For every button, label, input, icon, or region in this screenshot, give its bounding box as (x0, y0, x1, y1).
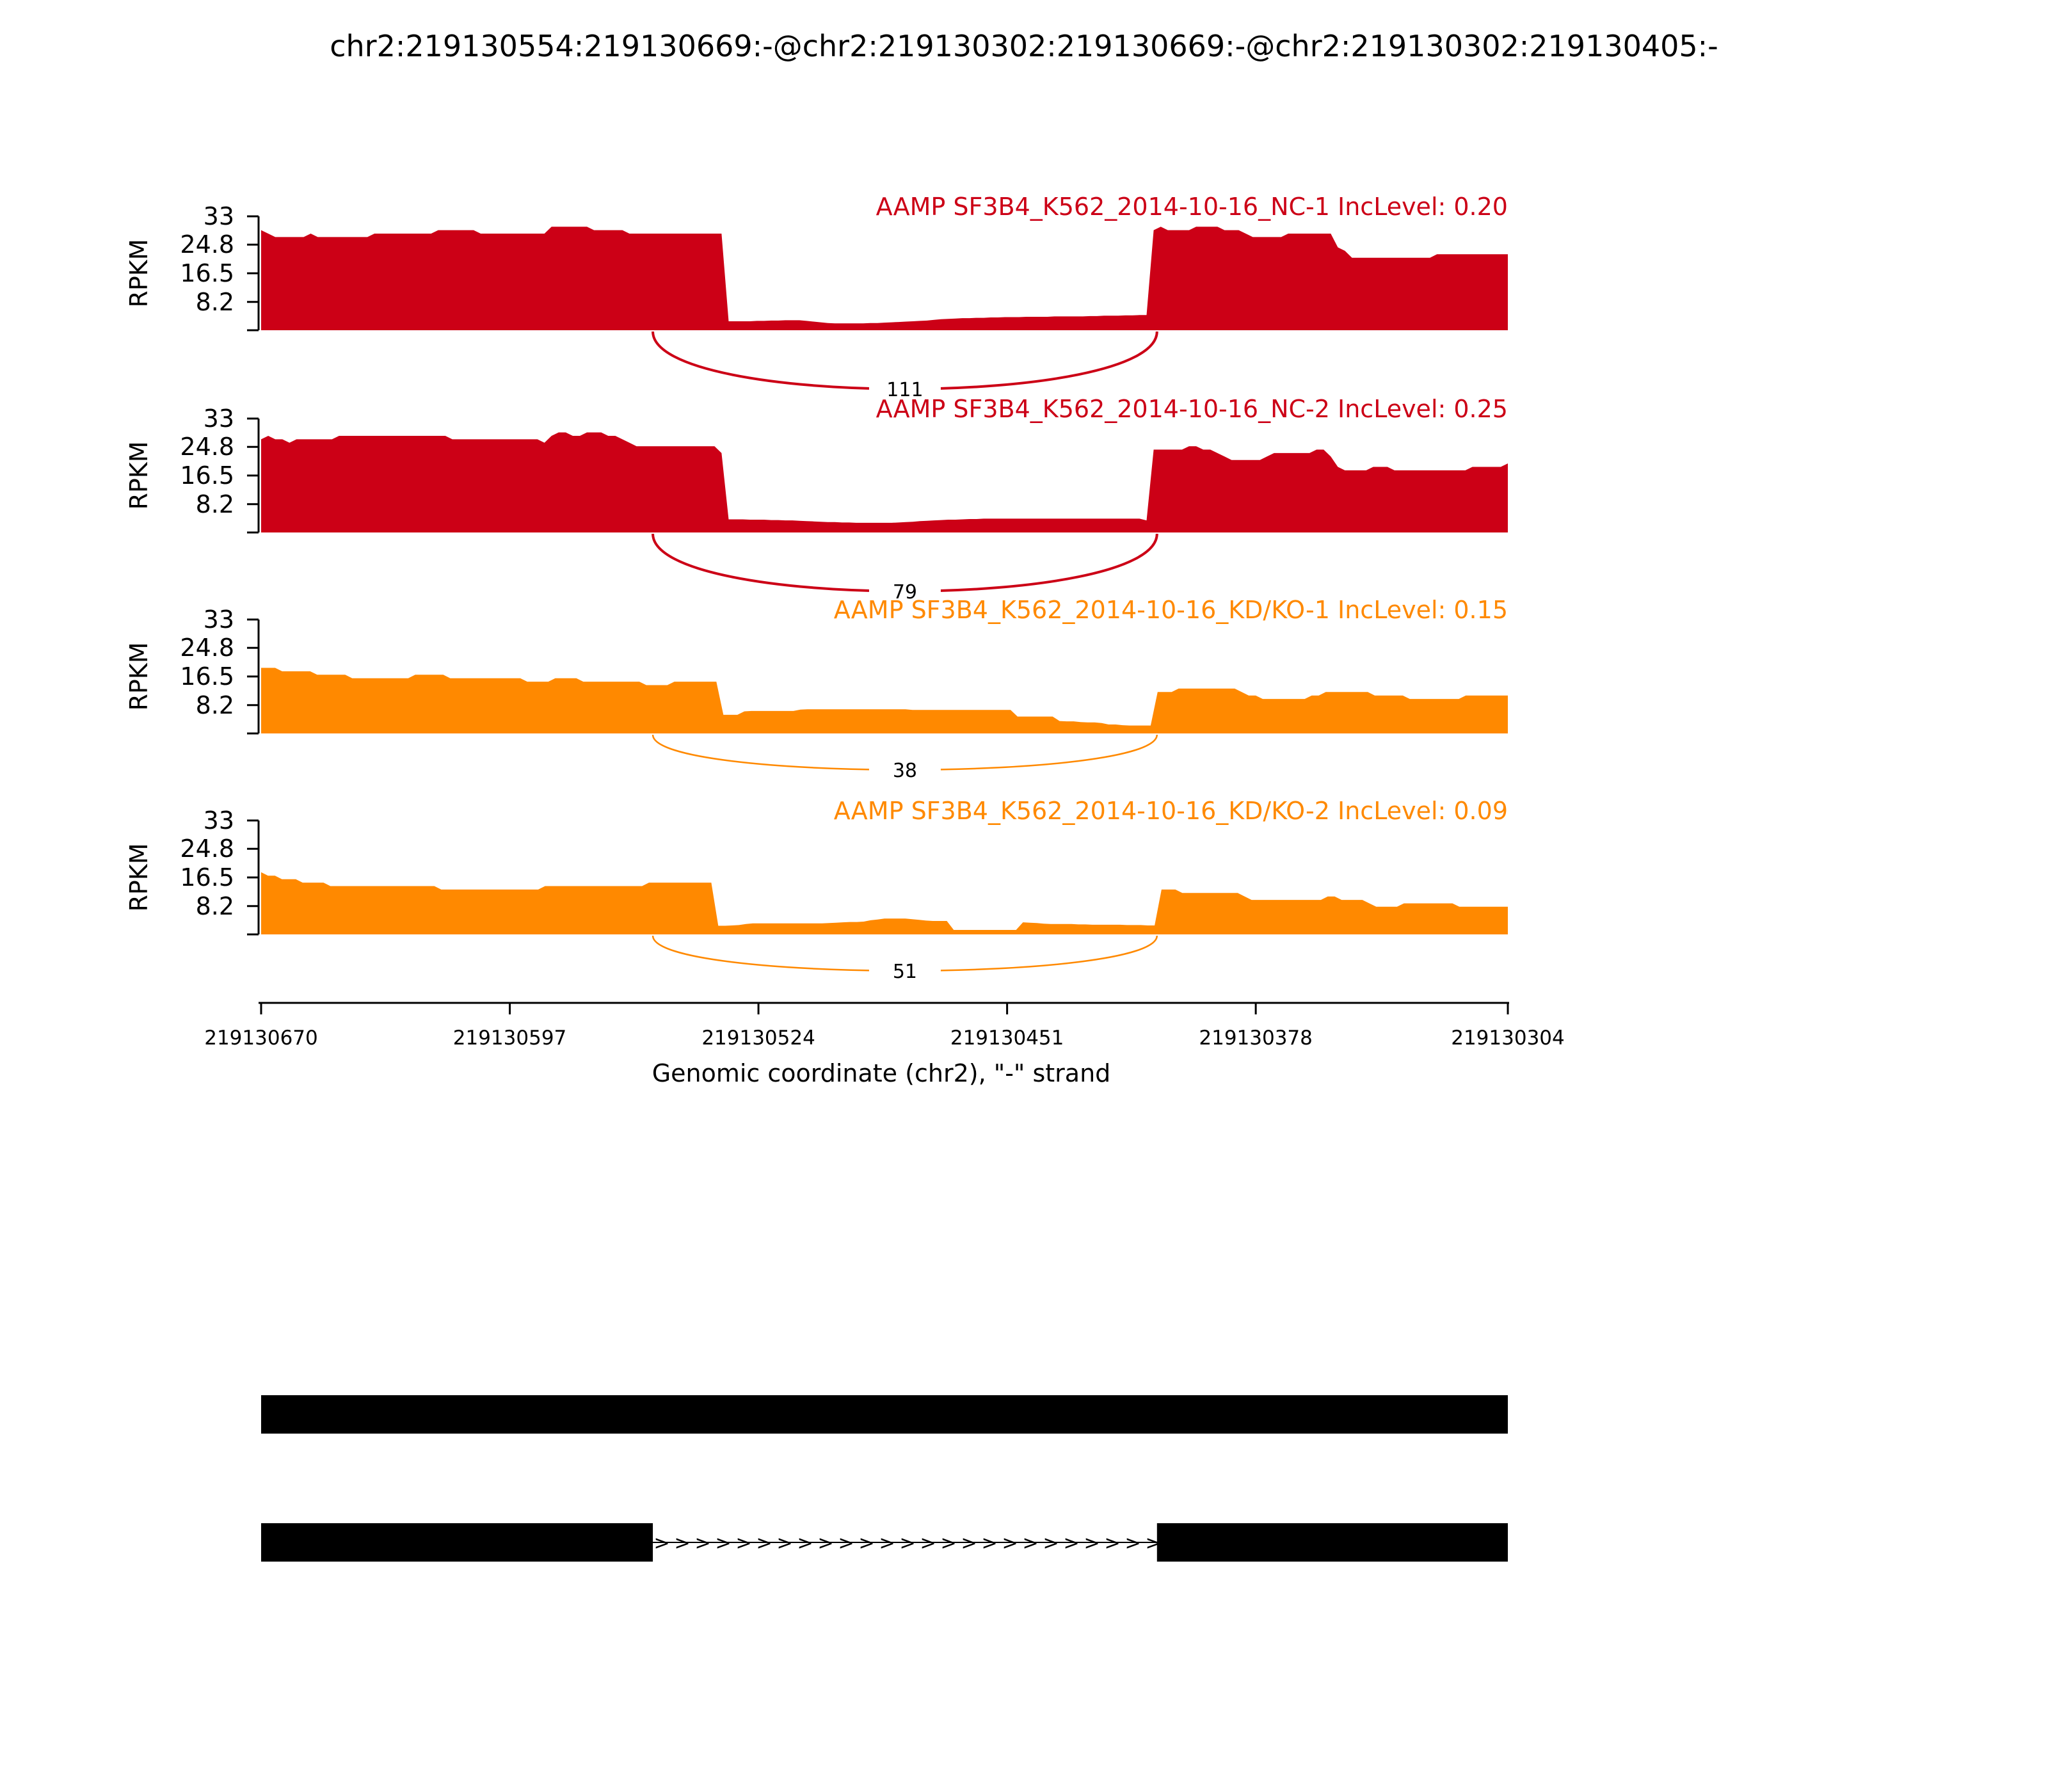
isoform-structure: > > > > > > > > > > > > > > > > > > > > > > > > > (261, 1395, 1508, 1562)
coverage-area (261, 432, 1508, 532)
x-tick-label: 219130304 (1451, 1027, 1565, 1050)
junction-label-bg (868, 957, 941, 985)
intron-arrow: > (1105, 1532, 1121, 1555)
track-2: 8.216.524.833 RPKM AAMP SF3B4_K562_2014-10… (125, 395, 1508, 605)
intron-arrow: > (1023, 1532, 1039, 1555)
x-axis: 219130670 219130597 219130524 219130451 2191… (204, 1002, 1565, 1050)
track-label: AAMP SF3B4_K562_2014-10-16_KD/KO-1 IncLe… (834, 596, 1508, 624)
y-tick-label: 16.5 (180, 662, 234, 691)
y-axis-label: RPKM (125, 441, 153, 509)
intron-arrow: > (1125, 1532, 1141, 1555)
y-tick-label: 24.8 (180, 230, 234, 259)
coverage-area (261, 227, 1508, 330)
intron-arrow: > (797, 1532, 813, 1555)
x-axis-label: Genomic coordinate (chr2), "-" strand (652, 1059, 1111, 1087)
y-tick-label: 33 (204, 202, 234, 230)
exon-block (1156, 1523, 1508, 1562)
intron-arrow: > (1002, 1532, 1018, 1555)
y-axis-label: RPKM (125, 239, 153, 307)
intron-arrow: > (920, 1532, 936, 1555)
y-tick-label: 8.2 (196, 691, 234, 719)
exon-block (261, 1523, 653, 1562)
junction-label-bg (868, 577, 941, 605)
chart-title: chr2:219130554:219130669:-@chr2:21913030… (330, 29, 1718, 63)
y-tick-label: 16.5 (180, 863, 234, 892)
y-tick-label: 24.8 (180, 835, 234, 863)
junction-count: 79 (893, 581, 917, 604)
intron-arrow: > (736, 1532, 752, 1555)
intron-arrow: > (1146, 1532, 1162, 1555)
junction-label-bg (868, 375, 941, 403)
isoform-1 (261, 1395, 1508, 1434)
junction-count: 111 (886, 379, 923, 401)
intron-arrow: > (716, 1532, 732, 1555)
intron-arrow: > (859, 1532, 875, 1555)
exon-block (261, 1395, 1508, 1434)
y-tick-label: 24.8 (180, 433, 234, 461)
junction-label-bg (868, 756, 941, 784)
track-label: AAMP SF3B4_K562_2014-10-16_NC-2 IncLevel… (876, 395, 1508, 423)
y-tick-label: 8.2 (196, 288, 234, 316)
coverage-area (261, 668, 1508, 733)
track-1: 8.216.524.833 RPKM AAMP SF3B4_K562_2014-10… (125, 193, 1508, 403)
intron-arrow: > (900, 1532, 916, 1555)
track-3: 8.216.524.833 RPKM AAMP SF3B4_K562_2014-10… (125, 596, 1508, 784)
intron-arrow: > (879, 1532, 895, 1555)
x-tick-label: 219130451 (950, 1027, 1064, 1050)
track-4: 8.216.524.833 RPKM AAMP SF3B4_K562_2014-10… (125, 797, 1508, 985)
y-axis-label: RPKM (125, 642, 153, 710)
junction-count: 38 (893, 760, 917, 782)
y-tick-label: 16.5 (180, 461, 234, 490)
intron-arrow: > (941, 1532, 957, 1555)
intron-arrow: > (1043, 1532, 1059, 1555)
y-tick-label: 33 (204, 806, 234, 835)
y-tick-label: 33 (204, 605, 234, 634)
y-axis-label: RPKM (125, 843, 153, 911)
intron-arrow: > (818, 1532, 834, 1555)
intron-arrow: > (654, 1532, 670, 1555)
track-label: AAMP SF3B4_K562_2014-10-16_KD/KO-2 IncLe… (834, 797, 1508, 825)
y-tick-label: 8.2 (196, 892, 234, 920)
x-tick-label: 219130597 (453, 1027, 567, 1050)
intron-arrow: > (695, 1532, 711, 1555)
junction-count: 51 (893, 961, 917, 983)
intron-arrow: > (756, 1532, 772, 1555)
x-tick-label: 219130378 (1199, 1027, 1313, 1050)
x-tick-label: 219130524 (701, 1027, 815, 1050)
intron-arrow: > (838, 1532, 854, 1555)
x-tick-label: 219130670 (204, 1027, 318, 1050)
intron-arrow: > (1084, 1532, 1100, 1555)
intron-arrow: > (777, 1532, 793, 1555)
isoform-2: > > > > > > > > > > > > > > > > > > > > > > > > > (261, 1523, 1508, 1562)
coverage-area (261, 872, 1508, 934)
intron-arrow: > (675, 1532, 691, 1555)
intron-arrow: > (961, 1532, 977, 1555)
y-tick-label: 24.8 (180, 634, 234, 662)
intron-arrow: > (982, 1532, 998, 1555)
y-tick-label: 8.2 (196, 490, 234, 518)
intron-arrow: > (1064, 1532, 1080, 1555)
y-tick-label: 33 (204, 404, 234, 433)
track-label: AAMP SF3B4_K562_2014-10-16_NC-1 IncLevel… (876, 193, 1508, 221)
y-tick-label: 16.5 (180, 259, 234, 287)
